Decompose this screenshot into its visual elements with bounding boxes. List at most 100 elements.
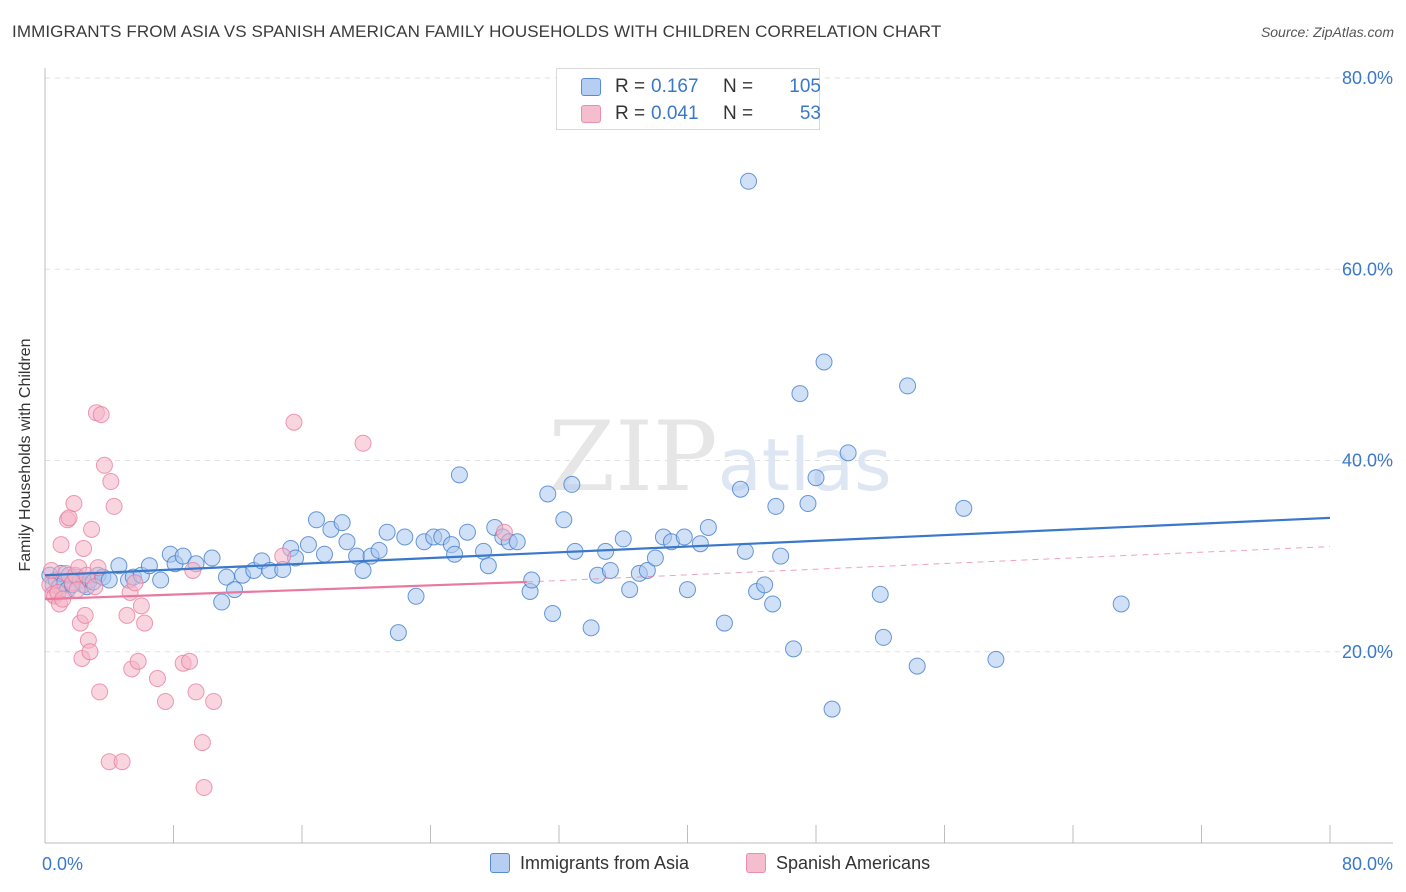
point-spanish (105, 497, 123, 515)
point-spanish (52, 536, 70, 554)
point-spanish (156, 692, 174, 710)
legend-swatch-asia (581, 78, 601, 96)
point-spanish (95, 456, 113, 474)
point-asia (389, 624, 407, 642)
point-asia (691, 535, 709, 553)
legend-r-label: R = (615, 103, 646, 124)
point-asia (582, 619, 600, 637)
y-tick-label: 60.0% (1342, 259, 1393, 279)
point-asia (226, 581, 244, 599)
point-asia (523, 571, 541, 589)
point-asia (555, 511, 573, 529)
series-spanish-americans (41, 404, 513, 797)
x-tick-label-max: 80.0% (1342, 854, 1393, 874)
point-asia (174, 547, 192, 565)
point-asia (1112, 595, 1130, 613)
point-asia (732, 480, 750, 498)
axes (44, 68, 1393, 844)
legend-n-label: N = (723, 103, 754, 124)
point-asia (338, 533, 356, 551)
point-asia (458, 523, 476, 541)
legend-r-value: 0.167 (651, 76, 699, 97)
point-spanish (195, 779, 213, 797)
bottom-legend-label-spanish: Spanish Americans (776, 853, 931, 873)
point-asia (450, 466, 468, 484)
point-asia (354, 561, 372, 579)
point-asia (679, 581, 696, 599)
chart-title: IMMIGRANTS FROM ASIA VS SPANISH AMERICAN… (12, 22, 942, 41)
point-asia (699, 518, 717, 536)
point-spanish (126, 574, 144, 592)
tick-labels: 20.0% 40.0% 60.0% 80.0% 0.0% 80.0% (42, 68, 1393, 874)
y-tick-label: 40.0% (1342, 451, 1393, 471)
point-spanish (86, 578, 104, 596)
point-asia (601, 561, 619, 579)
y-axis-label: Family Households with Children (17, 338, 34, 572)
legend-r-value: 0.041 (651, 103, 699, 124)
trend-line-spanish (44, 580, 527, 601)
point-asia (446, 545, 464, 563)
point-asia (213, 593, 231, 611)
point-asia (908, 657, 926, 675)
point-asia (871, 585, 889, 603)
point-asia (315, 545, 333, 563)
legend-r-label: R = (615, 76, 646, 97)
point-asia (955, 499, 973, 517)
point-asia (539, 485, 557, 503)
point-spanish (274, 547, 292, 565)
point-asia (110, 557, 128, 575)
point-asia (563, 475, 581, 493)
point-asia (396, 528, 414, 546)
point-asia (736, 542, 754, 560)
point-spanish (136, 614, 154, 632)
series-immigrants-from-asia (41, 172, 1130, 718)
point-asia (767, 497, 785, 515)
point-spanish (205, 692, 223, 710)
point-asia (715, 614, 733, 632)
legend-n-label: N = (723, 76, 754, 97)
point-asia (823, 700, 841, 718)
watermark-zip: ZIP (548, 401, 717, 513)
point-asia (152, 571, 170, 589)
point-spanish (76, 606, 94, 624)
point-asia (675, 528, 693, 546)
point-asia (807, 469, 825, 487)
bottom-legend-swatch-asia (490, 853, 510, 873)
point-spanish (102, 473, 120, 491)
point-asia (839, 444, 857, 462)
trend-line-asia (44, 516, 1331, 577)
watermark: ZIPatlas (548, 401, 891, 513)
point-asia (815, 353, 833, 371)
legend-n-value: 105 (789, 76, 821, 97)
point-asia (987, 650, 1005, 668)
point-spanish (193, 734, 211, 752)
point-asia (899, 377, 917, 395)
source-note: Source: ZipAtlas.com (1260, 24, 1394, 40)
point-asia (785, 640, 803, 658)
point-spanish (92, 406, 110, 424)
point-spanish (285, 413, 303, 431)
point-asia (544, 605, 562, 622)
point-spanish (68, 581, 86, 599)
point-asia (614, 530, 632, 548)
point-spanish (187, 683, 205, 701)
point-asia (756, 576, 774, 594)
legend-n-value: 53 (799, 103, 821, 124)
point-asia (203, 549, 221, 567)
point-asia (307, 511, 325, 529)
point-spanish (129, 652, 147, 670)
x-tick-label-min: 0.0% (42, 854, 83, 874)
point-spanish (91, 683, 109, 701)
point-asia (479, 557, 497, 575)
y-tick-label: 80.0% (1342, 68, 1393, 88)
point-asia (100, 571, 118, 589)
point-spanish (148, 670, 166, 688)
point-asia (378, 523, 396, 541)
point-asia (508, 533, 526, 551)
point-asia (799, 495, 817, 513)
point-spanish (181, 652, 199, 670)
point-spanish (132, 597, 150, 615)
point-spanish (495, 523, 513, 541)
point-asia (874, 628, 892, 646)
